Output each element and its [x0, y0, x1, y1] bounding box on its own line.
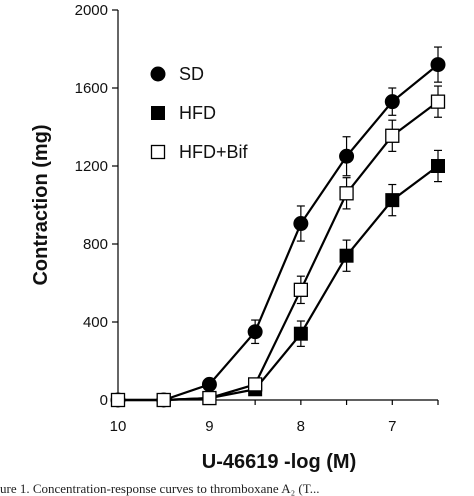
x-tick-label: 7: [388, 418, 396, 435]
legend-marker: [150, 144, 166, 160]
x-axis-title: U-46619 -log (M): [202, 451, 356, 473]
data-point: [339, 186, 354, 201]
data-point: [385, 128, 400, 143]
data-point: [293, 282, 309, 297]
series-line: [118, 100, 439, 402]
series-hfd-bif: [110, 85, 446, 408]
x-tick-label: 8: [297, 418, 305, 435]
legend-label: HFD: [179, 103, 216, 123]
data-point: [110, 392, 126, 408]
x-tick-label: 9: [205, 418, 213, 435]
y-axis-title: Contraction (mg): [30, 124, 52, 285]
series-layer: [110, 46, 446, 408]
x-ticks: 10 9 8 7: [110, 400, 439, 435]
y-tick-label: 2000: [75, 2, 108, 19]
data-point: [385, 193, 400, 208]
x-tick-label: 10: [110, 418, 127, 435]
y-tick-label: 800: [83, 236, 108, 253]
data-point: [156, 392, 171, 408]
data-point: [431, 159, 445, 173]
data-point: [247, 377, 263, 392]
data-point: [202, 390, 217, 406]
legend-label: HFD+Bif: [179, 142, 249, 162]
data-point: [430, 94, 446, 109]
data-point: [293, 326, 308, 341]
y-tick-label: 1200: [75, 158, 108, 175]
y-tick-label: 400: [83, 314, 108, 331]
figure-caption: ure 1. Concentration-response curves to …: [0, 482, 320, 496]
data-point: [293, 216, 309, 232]
data-point: [247, 324, 263, 340]
data-point: [339, 148, 355, 164]
legend-label: SD: [179, 64, 204, 84]
y-tick-label: 1600: [75, 80, 108, 97]
legend: SD HFD HFD+Bif: [150, 64, 249, 162]
series-sd: [110, 46, 446, 408]
data-point: [384, 94, 400, 110]
series-line: [118, 63, 439, 402]
data-point: [339, 248, 354, 263]
legend-marker: [150, 66, 166, 82]
data-point: [201, 376, 217, 392]
y-tick-label: 0: [100, 392, 108, 409]
data-point: [430, 57, 446, 73]
y-ticks: 0 400 800 1200 1600 2000: [75, 2, 118, 409]
legend-marker: [151, 106, 165, 120]
